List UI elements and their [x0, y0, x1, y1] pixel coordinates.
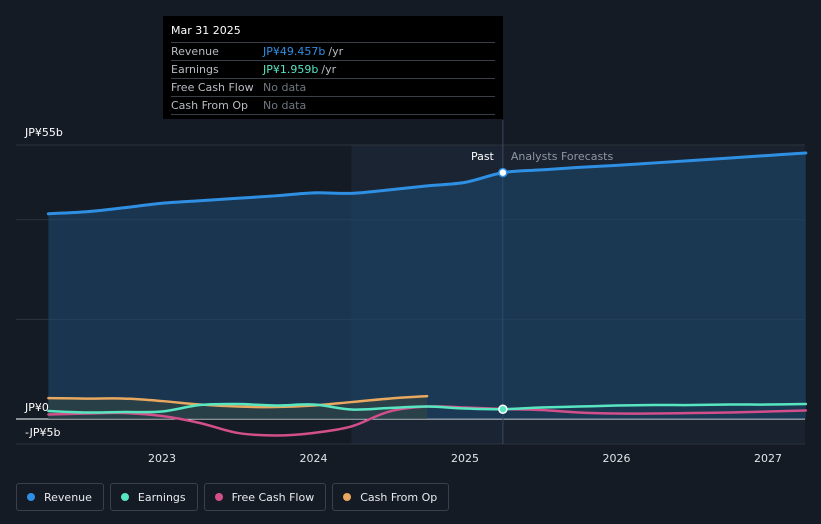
- tooltip: Mar 31 2025 Revenue JP¥49.457b /yr Earni…: [163, 16, 503, 119]
- legend-label: Cash From Op: [360, 490, 438, 504]
- tooltip-value: JP¥49.457b: [263, 45, 326, 58]
- revenue-area: [48, 152, 806, 419]
- tooltip-value: No data: [263, 81, 307, 94]
- tooltip-unit: /yr: [321, 63, 337, 76]
- x-tick-label: 2023: [148, 452, 176, 465]
- y-tick-label: -JP¥5b: [25, 426, 60, 439]
- tooltip-value: No data: [263, 99, 307, 112]
- legend-item-free-cash-flow[interactable]: Free Cash Flow: [203, 483, 327, 511]
- revenue-marker: [498, 167, 508, 178]
- legend-dot-icon: [214, 493, 223, 501]
- legend-item-revenue[interactable]: Revenue: [16, 483, 104, 511]
- tooltip-value: JP¥1.959b: [263, 63, 319, 76]
- x-tick-label: 2027: [754, 452, 782, 465]
- x-tick-label: 2025: [451, 452, 479, 465]
- tooltip-label: Cash From Op: [171, 99, 249, 112]
- tooltip-row-free-cash-flow: Free Cash Flow No data: [171, 79, 495, 97]
- forecast-label: Analysts Forecasts: [511, 150, 614, 163]
- tooltip-label: Free Cash Flow: [171, 81, 254, 94]
- tooltip-row-cash-from-op: Cash From Op No data: [171, 97, 495, 115]
- tooltip-row-revenue: Revenue JP¥49.457b /yr: [171, 43, 495, 61]
- legend-item-cash-from-op[interactable]: Cash From Op: [332, 483, 450, 511]
- x-tick-label: 2026: [603, 452, 631, 465]
- legend: Revenue Earnings Free Cash Flow Cash Fro…: [16, 483, 450, 511]
- y-tick-label: JP¥55b: [24, 126, 63, 139]
- y-tick-label: JP¥0: [24, 401, 49, 414]
- legend-dot-icon: [120, 493, 129, 501]
- past-label: Past: [471, 150, 495, 163]
- tooltip-row-earnings: Earnings JP¥1.959b /yr: [171, 61, 495, 79]
- earnings-marker: [498, 404, 508, 414]
- legend-label: Free Cash Flow: [231, 490, 315, 504]
- cash-from-op-line: [47, 394, 429, 409]
- tooltip-label: Revenue: [171, 45, 219, 58]
- tooltip-label: Earnings: [171, 63, 219, 76]
- earnings-line: [47, 402, 808, 414]
- revenue-line: [46, 151, 808, 216]
- legend-item-earnings[interactable]: Earnings: [109, 483, 198, 511]
- tooltip-date: Mar 31 2025: [171, 22, 495, 43]
- tooltip-unit: /yr: [328, 45, 344, 58]
- legend-label: Earnings: [137, 490, 186, 504]
- legend-label: Revenue: [44, 490, 92, 504]
- legend-dot-icon: [27, 493, 35, 501]
- x-tick-label: 2024: [300, 452, 328, 465]
- legend-dot-icon: [343, 493, 352, 501]
